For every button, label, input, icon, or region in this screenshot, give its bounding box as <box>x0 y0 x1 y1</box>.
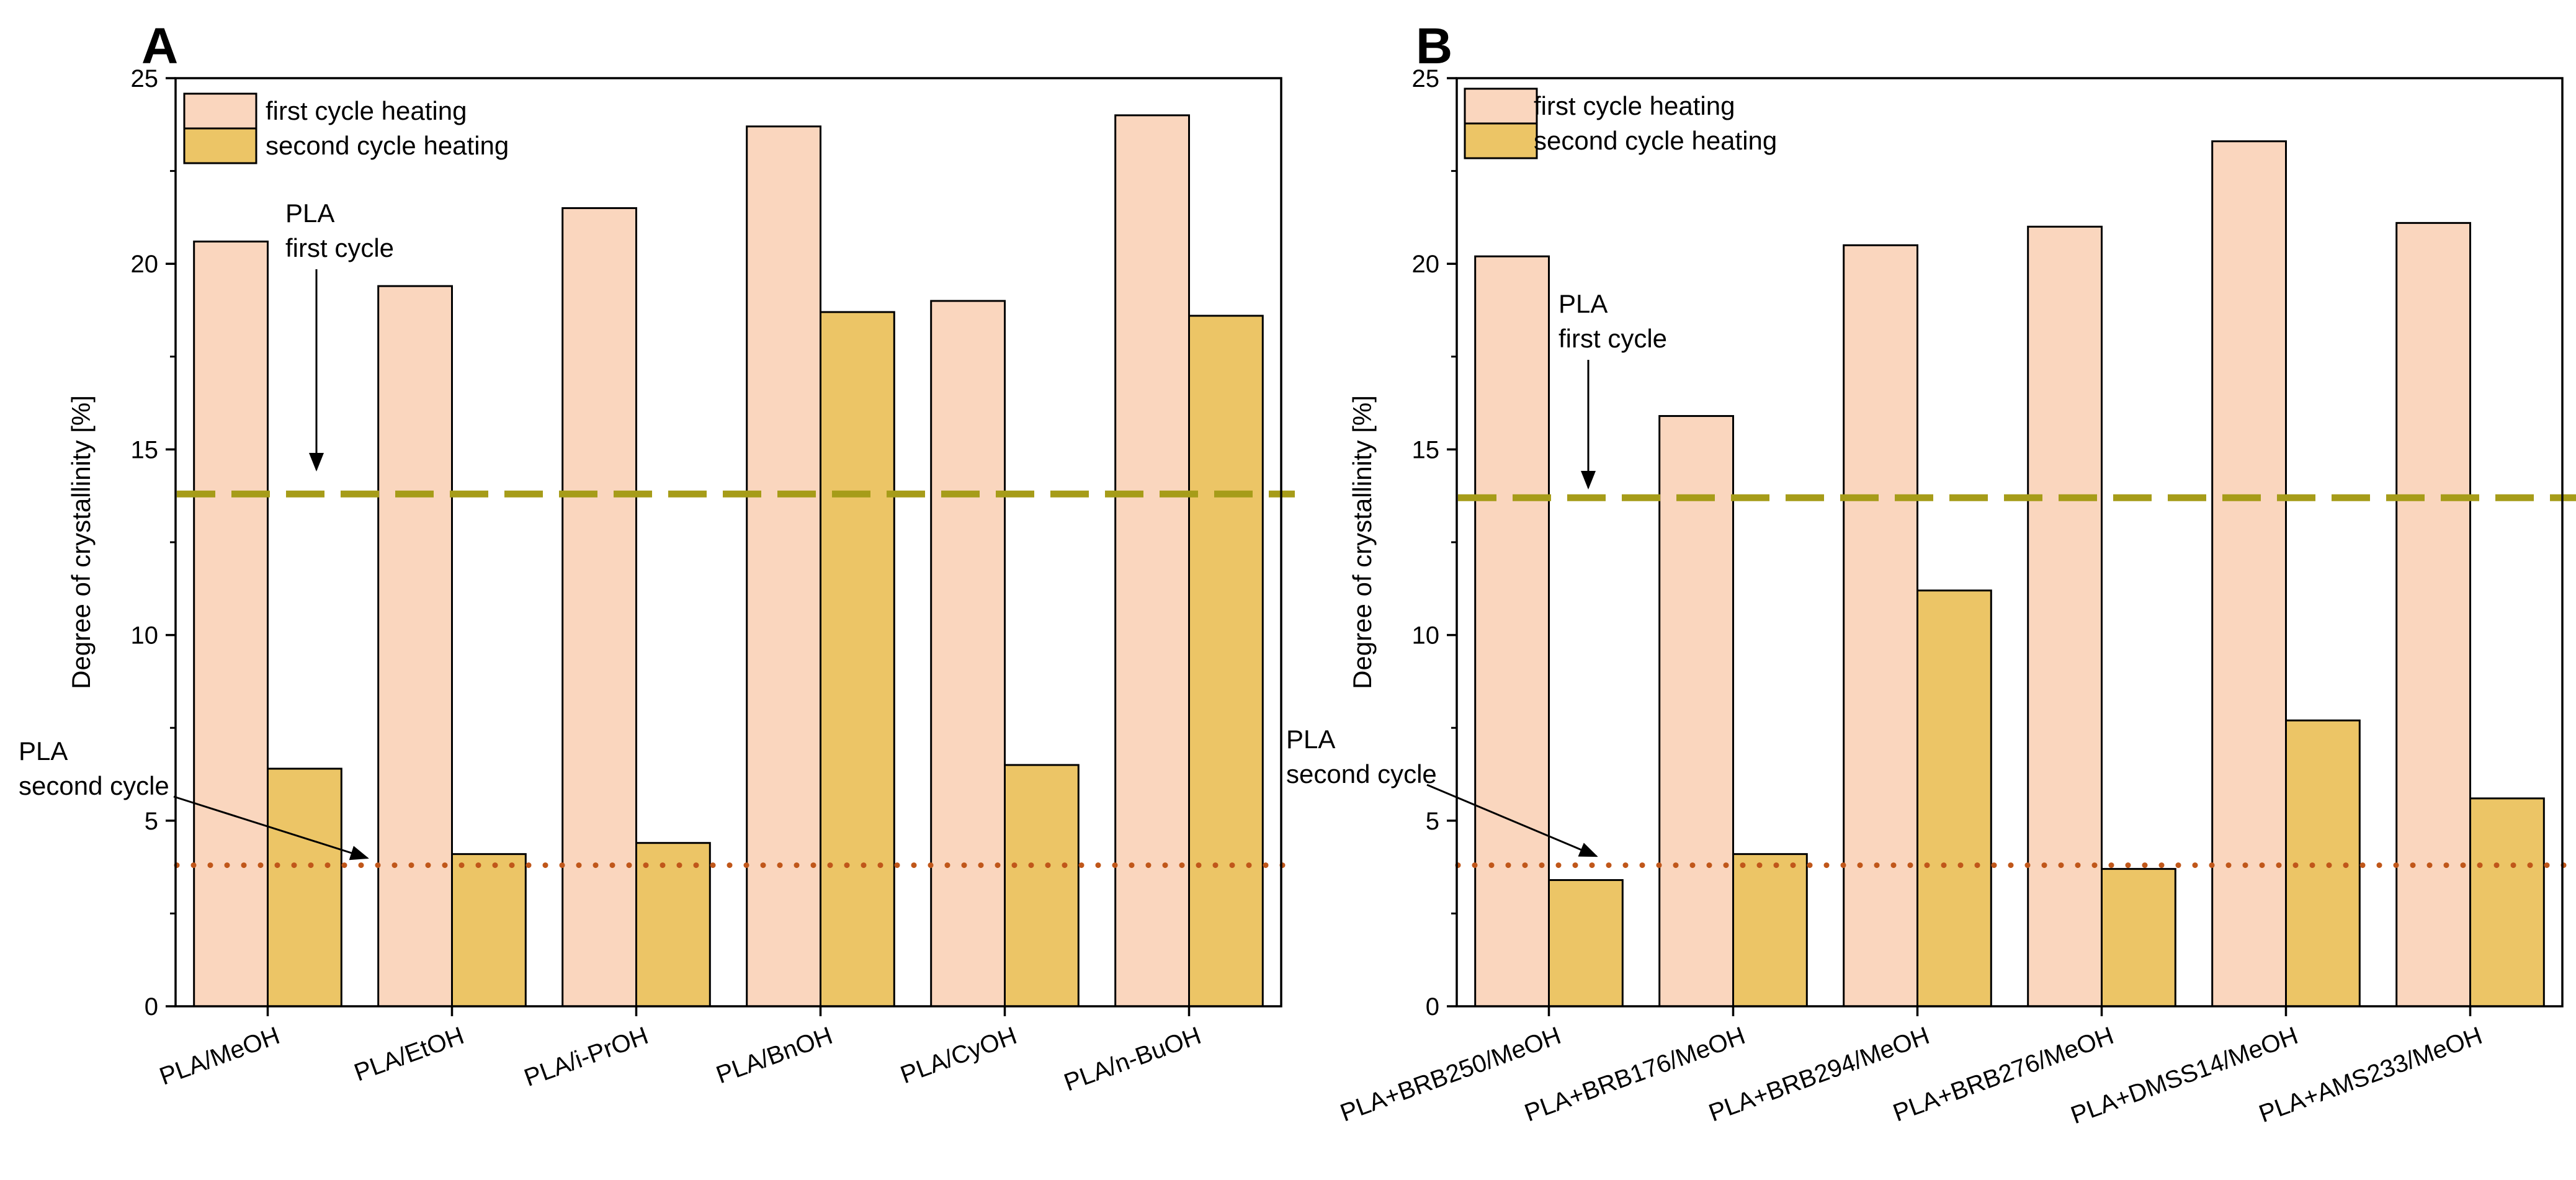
bar-first-cycle-2 <box>1658 415 1734 1008</box>
y-axis-title: Degree of crystallinity [%] <box>66 395 96 689</box>
bar-first-cycle-5 <box>2211 140 2287 1008</box>
annotation-second-line2: second cycle <box>1286 759 1437 789</box>
bar-second-cycle-1 <box>267 767 342 1008</box>
x-tick-label: PLA/MeOH <box>156 1022 283 1091</box>
y-tick-label: 25 <box>1412 65 1440 92</box>
panel-b: 0510152025PLA+BRB250/MeOHPLA+BRB176/MeOH… <box>1286 18 2576 1129</box>
legend-label: second cycle heating <box>266 131 509 160</box>
y-tick-label: 5 <box>145 808 158 835</box>
y-tick-label: 0 <box>1426 993 1439 1021</box>
bar-second-cycle-2 <box>451 853 527 1008</box>
bar-first-cycle-6 <box>2395 221 2471 1008</box>
y-tick-label: 15 <box>131 436 159 463</box>
y-tick-label: 25 <box>131 65 159 92</box>
bar-second-cycle-3 <box>1916 589 1992 1008</box>
legend-swatch <box>183 92 257 130</box>
bar-second-cycle-6 <box>1188 315 1264 1008</box>
y-tick-label: 10 <box>131 622 159 650</box>
legend-label: first cycle heating <box>266 96 467 125</box>
legend-swatch <box>1464 87 1538 125</box>
bar-second-cycle-1 <box>1548 879 1624 1008</box>
bar-second-cycle-3 <box>635 842 711 1008</box>
x-tick-label: PLA/EtOH <box>351 1022 467 1086</box>
y-axis-title: Degree of crystallinity [%] <box>1348 395 1377 689</box>
x-tick-label: PLA/CyOH <box>897 1022 1021 1089</box>
y-tick-label: 0 <box>145 993 158 1021</box>
bar-first-cycle-1 <box>1474 255 1550 1008</box>
panel-letter: A <box>141 18 178 74</box>
bar-second-cycle-4 <box>2101 868 2176 1008</box>
y-tick-label: 20 <box>1412 251 1440 278</box>
bar-first-cycle-2 <box>377 285 454 1008</box>
y-tick-label: 10 <box>1412 622 1440 650</box>
panel-letter: B <box>1416 18 1452 74</box>
annotation-second-arrow <box>1426 784 1598 857</box>
bar-second-cycle-2 <box>1732 853 1808 1008</box>
annotation-second-line2: second cycle <box>19 771 169 800</box>
bar-second-cycle-4 <box>820 311 895 1008</box>
legend-swatch <box>183 127 257 164</box>
y-tick-label: 5 <box>1426 808 1439 835</box>
annotation-second-line1: PLA <box>19 736 68 766</box>
y-tick-label: 20 <box>131 251 159 278</box>
legend-label: second cycle heating <box>1534 126 1777 155</box>
bar-first-cycle-3 <box>1843 244 1918 1008</box>
bar-second-cycle-6 <box>2469 797 2545 1008</box>
x-tick-label: PLA/BnOH <box>713 1022 836 1089</box>
legend-swatch <box>1464 122 1538 159</box>
annotation-second-line1: PLA <box>1286 725 1335 754</box>
annotation-first-line2: first cycle <box>285 233 394 262</box>
bar-first-cycle-4 <box>746 125 821 1008</box>
annotation-first-line2: first cycle <box>1559 324 1667 353</box>
annotation-first-line1: PLA <box>285 199 334 228</box>
panel-a: 0 5 10 15 20 25 PLA/MeOH PLA/EtOH PLA/i-PrOH PLA/… <box>19 18 1298 1097</box>
bar-first-cycle-4 <box>2027 225 2103 1008</box>
bar-second-cycle-5 <box>1004 764 1080 1008</box>
bar-first-cycle-6 <box>1114 114 1190 1008</box>
y-tick-label: 15 <box>1412 436 1440 463</box>
x-tick-label: PLA/i-PrOH <box>521 1022 651 1092</box>
bar-first-cycle-5 <box>930 300 1006 1008</box>
x-tick-label: PLA/n-BuOH <box>1060 1022 1204 1096</box>
legend-label: first cycle heating <box>1534 91 1735 120</box>
bar-first-cycle-1 <box>193 240 269 1008</box>
annotation-second-arrow <box>173 795 369 860</box>
bar-first-cycle-3 <box>561 207 638 1008</box>
annotation-first-line1: PLA <box>1559 289 1608 318</box>
